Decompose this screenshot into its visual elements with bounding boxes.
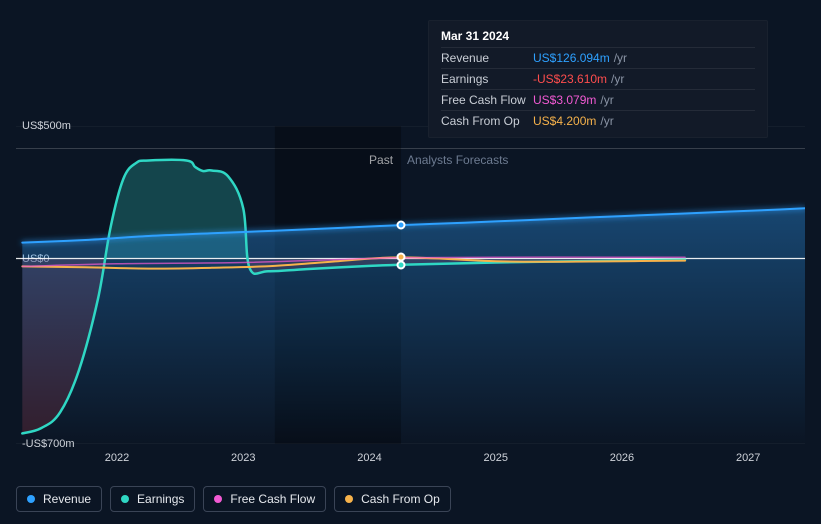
tooltip-row: Earnings-US$23.610m/yr [441,68,755,89]
tooltip-row-label: Revenue [441,51,533,65]
x-tick-label: 2024 [357,452,381,464]
chart-plot[interactable] [16,126,805,444]
legend-item-revenue[interactable]: Revenue [16,486,102,512]
x-tick-label: 2025 [483,452,507,464]
legend-item-fcf[interactable]: Free Cash Flow [203,486,326,512]
tooltip-row-value: -US$23.610m [533,72,607,86]
marker-revenue [397,221,406,230]
tooltip-row: RevenueUS$126.094m/yr [441,47,755,68]
tooltip-row-unit: /yr [600,114,613,128]
tooltip-date: Mar 31 2024 [441,29,755,47]
tooltip-row-value: US$4.200m [533,114,596,128]
tooltip-row-label: Cash From Op [441,114,533,128]
legend-label: Cash From Op [361,492,440,506]
legend-dot-icon [345,495,353,503]
tooltip-row: Cash From OpUS$4.200m/yr [441,110,755,131]
tooltip-row: Free Cash FlowUS$3.079m/yr [441,89,755,110]
tooltip-row-unit: /yr [600,93,613,107]
x-tick-label: 2023 [231,452,255,464]
hover-tooltip: Mar 31 2024 RevenueUS$126.094m/yrEarning… [428,20,768,138]
legend-item-cfo[interactable]: Cash From Op [334,486,451,512]
x-axis: 2022 2023 2024 2025 2026 2027 [16,448,805,472]
tooltip-row-label: Earnings [441,72,533,86]
legend-label: Earnings [137,492,184,506]
legend-label: Revenue [43,492,91,506]
x-tick-label: 2027 [736,452,760,464]
tooltip-row-value: US$126.094m [533,51,610,65]
tooltip-row-unit: /yr [614,51,627,65]
legend: Revenue Earnings Free Cash Flow Cash From O… [16,486,451,512]
legend-item-earnings[interactable]: Earnings [110,486,195,512]
x-tick-label: 2022 [105,452,129,464]
chart-container: US$500mUS$0-US$700m Past Analysts Foreca… [16,0,805,524]
x-tick-label: 2026 [610,452,634,464]
tooltip-row-value: US$3.079m [533,93,596,107]
tooltip-row-label: Free Cash Flow [441,93,533,107]
tooltip-row-unit: /yr [611,72,624,86]
legend-label: Free Cash Flow [230,492,315,506]
legend-dot-icon [214,495,222,503]
legend-dot-icon [27,495,35,503]
legend-dot-icon [121,495,129,503]
marker-earnings [397,260,406,269]
